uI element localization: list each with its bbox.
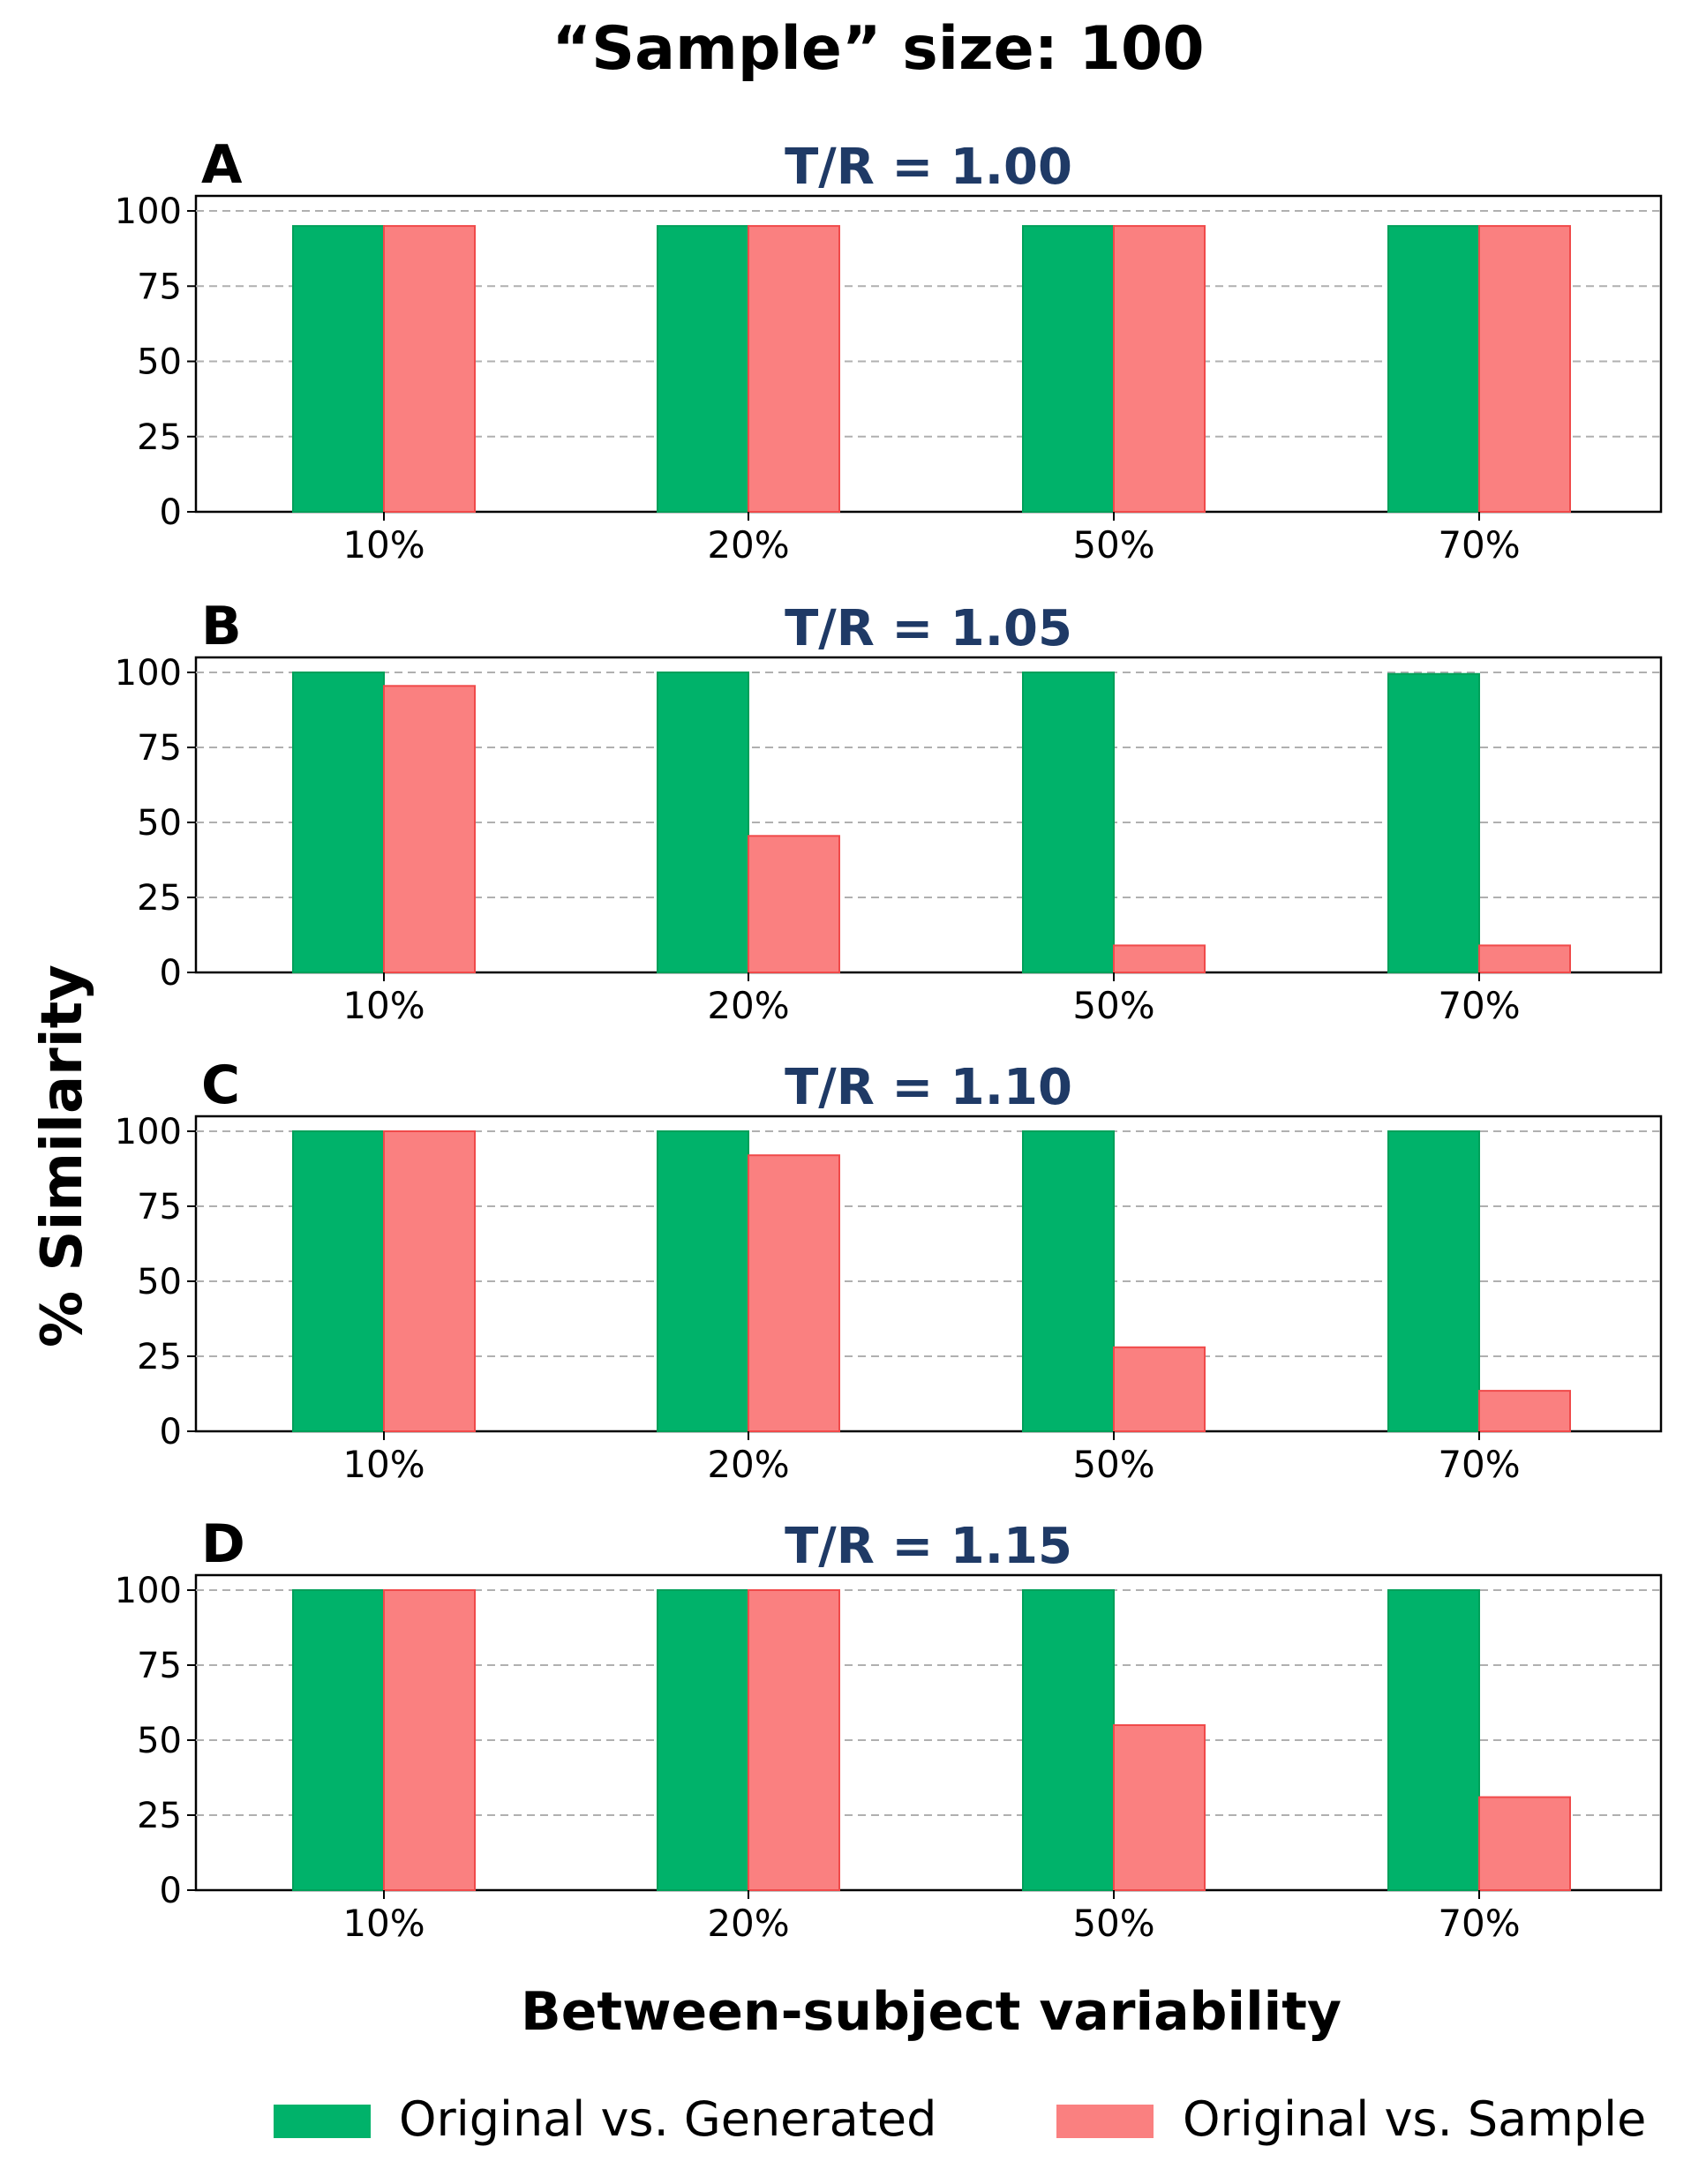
x-tick-label: 10% bbox=[342, 523, 425, 567]
y-tick-label: 0 bbox=[160, 1412, 182, 1452]
panel-letter: D bbox=[201, 1513, 245, 1575]
bar-generated bbox=[292, 672, 385, 973]
y-tick-label: 25 bbox=[137, 878, 182, 919]
bar-sample bbox=[1113, 944, 1206, 974]
legend-label-generated: Original vs. Generated bbox=[399, 2091, 936, 2147]
bar-sample bbox=[1113, 1346, 1206, 1433]
x-tick-label: 20% bbox=[707, 523, 789, 567]
x-tick-label: 20% bbox=[707, 1902, 789, 1945]
bar-sample bbox=[383, 685, 476, 973]
x-tick-label: 50% bbox=[1072, 1443, 1154, 1486]
x-tick-label: 70% bbox=[1438, 984, 1520, 1027]
bar-generated bbox=[1022, 1130, 1115, 1432]
y-tick-label: 75 bbox=[137, 266, 182, 307]
panel-title: T/R = 1.10 bbox=[785, 1059, 1072, 1116]
x-tick-label: 70% bbox=[1438, 1443, 1520, 1486]
panel-c: C T/R = 1.10 0 25 50 75 100 10% 20% 50% 70% bbox=[115, 1054, 1663, 1486]
y-tick-label: 0 bbox=[160, 492, 182, 533]
bar-sample bbox=[1478, 225, 1571, 513]
y-tick-label: 100 bbox=[115, 191, 182, 232]
bar-sample bbox=[748, 835, 840, 973]
bar-generated bbox=[657, 1589, 749, 1891]
figure-title: “Sample” size: 100 bbox=[552, 14, 1204, 84]
panel-letter: C bbox=[201, 1054, 240, 1116]
bar-sample bbox=[1113, 1724, 1206, 1891]
x-tick-label: 50% bbox=[1072, 984, 1154, 1027]
bar-sample bbox=[748, 1154, 840, 1432]
bar-generated bbox=[1022, 1589, 1115, 1891]
y-tick-label: 0 bbox=[160, 1871, 182, 1911]
x-axis-label: Between-subject variability bbox=[521, 1981, 1342, 2043]
bar-sample bbox=[1478, 944, 1571, 974]
y-tick-label: 25 bbox=[137, 417, 182, 458]
x-tick-label: 10% bbox=[342, 1443, 425, 1486]
x-tick-label: 10% bbox=[342, 984, 425, 1027]
panel-letter: A bbox=[201, 134, 243, 196]
x-tick-label: 70% bbox=[1438, 523, 1520, 567]
y-tick-label: 100 bbox=[115, 1571, 182, 1611]
y-tick-label: 50 bbox=[137, 1262, 182, 1302]
bar-sample bbox=[1478, 1796, 1571, 1891]
x-tick-label: 50% bbox=[1072, 1902, 1154, 1945]
panels: A T/R = 1.00 0 25 50 75 100 10% 20% 50% 70% B T/R = … bbox=[115, 134, 1663, 1945]
y-tick-label: 50 bbox=[137, 342, 182, 383]
panel-title: T/R = 1.15 bbox=[785, 1518, 1072, 1575]
bar-generated bbox=[292, 225, 385, 513]
legend-swatch-sample bbox=[1056, 2105, 1154, 2138]
bar-generated bbox=[1387, 1589, 1480, 1891]
y-tick-label: 100 bbox=[115, 1112, 182, 1152]
y-tick-label: 75 bbox=[137, 1187, 182, 1227]
bar-generated bbox=[292, 1589, 385, 1891]
bar-sample bbox=[383, 225, 476, 513]
panel-a: A T/R = 1.00 0 25 50 75 100 10% 20% 50% 70% bbox=[115, 134, 1663, 567]
bar-sample bbox=[748, 225, 840, 513]
y-axis-label: % Similarity bbox=[30, 964, 95, 1347]
y-tick-label: 100 bbox=[115, 653, 182, 694]
panel-letter: B bbox=[201, 596, 242, 657]
bar-sample bbox=[1113, 225, 1206, 513]
bar-sample bbox=[1478, 1390, 1571, 1432]
bar-generated bbox=[1387, 672, 1480, 973]
bar-generated bbox=[1387, 225, 1480, 513]
bar-generated bbox=[1022, 672, 1115, 973]
x-tick-label: 20% bbox=[707, 984, 789, 1027]
bar-sample bbox=[748, 1589, 840, 1891]
y-tick-label: 75 bbox=[137, 1646, 182, 1686]
panel-d: D T/R = 1.15 0 25 50 75 100 10% 20% 50% 70% bbox=[115, 1513, 1663, 1945]
x-tick-label: 20% bbox=[707, 1443, 789, 1486]
panel-b: B T/R = 1.05 0 25 50 75 100 10% 20% 50% 70% bbox=[115, 596, 1663, 1027]
bar-generated bbox=[1387, 1130, 1480, 1432]
legend: Original vs. Generated Original vs. Samp… bbox=[274, 2091, 1646, 2147]
bar-sample bbox=[383, 1130, 476, 1432]
bar-generated bbox=[657, 672, 749, 973]
y-tick-label: 0 bbox=[160, 953, 182, 994]
x-tick-label: 10% bbox=[342, 1902, 425, 1945]
y-tick-label: 75 bbox=[137, 728, 182, 769]
x-tick-label: 70% bbox=[1438, 1902, 1520, 1945]
bar-generated bbox=[1022, 225, 1115, 513]
panel-title: T/R = 1.05 bbox=[785, 600, 1072, 657]
bar-generated bbox=[657, 1130, 749, 1432]
bar-generated bbox=[292, 1130, 385, 1432]
x-tick-label: 50% bbox=[1072, 523, 1154, 567]
bar-sample bbox=[383, 1589, 476, 1891]
y-tick-label: 50 bbox=[137, 1721, 182, 1761]
panel-title: T/R = 1.00 bbox=[785, 139, 1072, 196]
legend-swatch-generated bbox=[274, 2105, 371, 2138]
bar-generated bbox=[657, 225, 749, 513]
legend-label-sample: Original vs. Sample bbox=[1183, 2091, 1646, 2147]
y-tick-label: 25 bbox=[137, 1337, 182, 1377]
y-tick-label: 25 bbox=[137, 1796, 182, 1836]
y-tick-label: 50 bbox=[137, 803, 182, 844]
